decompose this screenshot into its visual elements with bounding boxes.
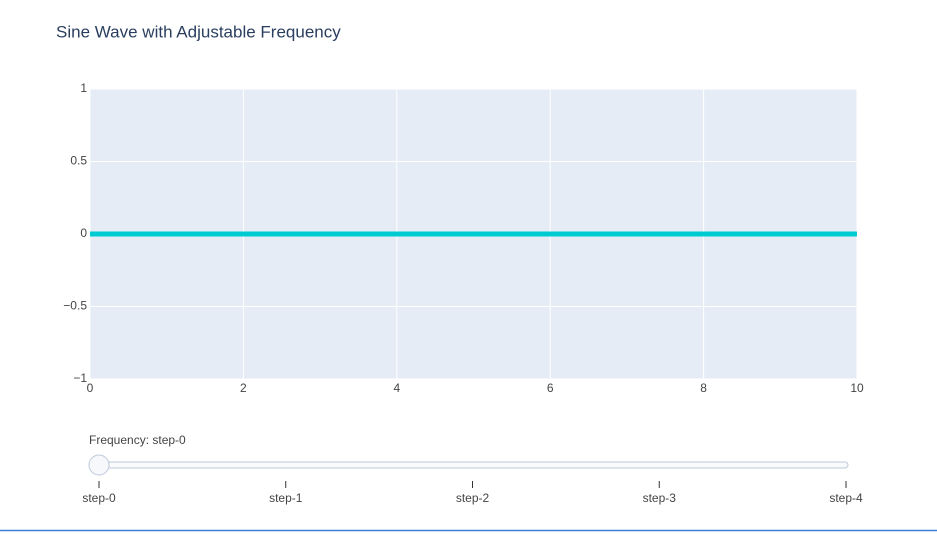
chart-title: Sine Wave with Adjustable Frequency (56, 22, 341, 41)
x-tick-label: 0 (87, 381, 94, 395)
y-tick-label: −0.5 (63, 299, 87, 313)
y-tick-label: 0.5 (70, 154, 87, 168)
x-tick-label: 6 (547, 381, 554, 395)
x-tick-label: 4 (393, 381, 400, 395)
slider-step-label[interactable]: step-1 (269, 491, 303, 505)
slider-step-label[interactable]: step-0 (82, 491, 116, 505)
x-tick-label: 8 (700, 381, 707, 395)
slider-track[interactable] (89, 461, 849, 469)
slider-step-label[interactable]: step-4 (829, 491, 863, 505)
slider-step-label[interactable]: step-3 (643, 491, 677, 505)
slider-step-label[interactable]: step-2 (456, 491, 490, 505)
x-tick-label: 2 (240, 381, 247, 395)
y-tick-label: 1 (80, 81, 87, 95)
slider-label: Frequency: step-0 (89, 433, 186, 447)
y-tick-label: 0 (80, 226, 87, 240)
x-tick-label: 10 (850, 381, 864, 395)
y-tick-label: −1 (73, 371, 87, 385)
slider-knob[interactable] (88, 454, 110, 476)
